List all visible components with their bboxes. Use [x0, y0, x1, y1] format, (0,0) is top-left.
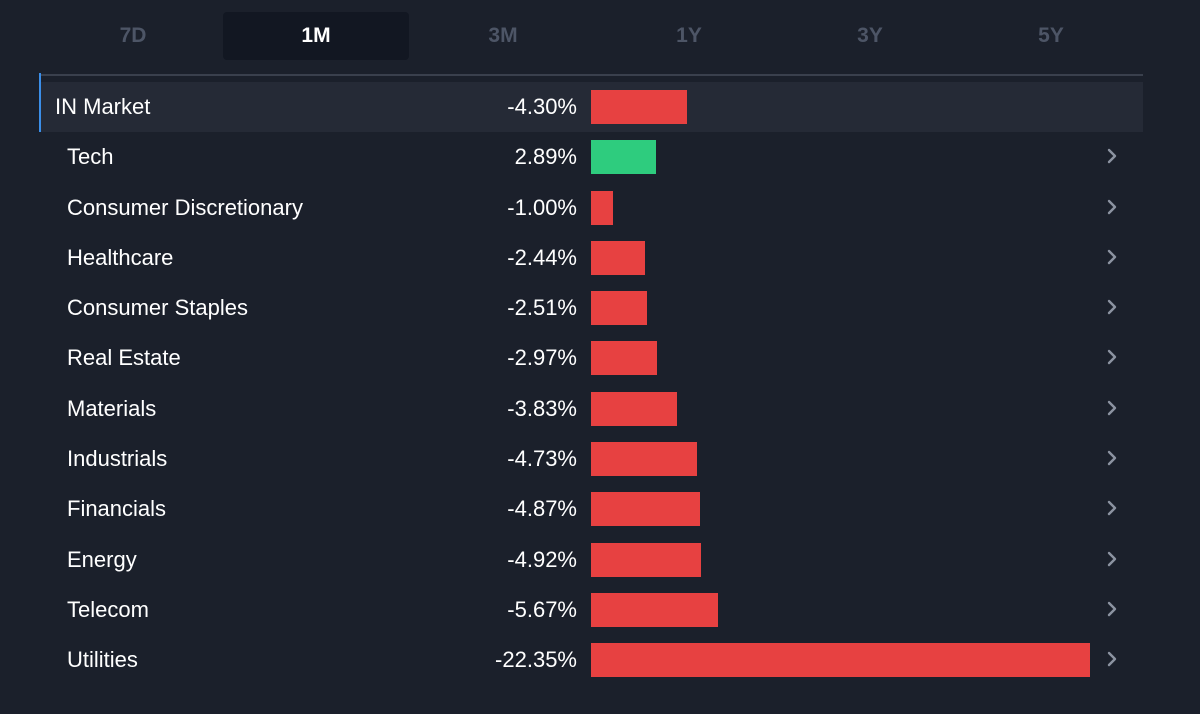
tab-3y[interactable]: 3Y [857, 24, 883, 47]
sector-change-bar [591, 140, 656, 175]
sector-change-value: -4.73% [507, 446, 577, 472]
sector-label: Materials [67, 395, 157, 421]
sector-label: Consumer Discretionary [67, 194, 303, 220]
sector-change-bar [591, 442, 697, 477]
chevron-right-icon[interactable] [1103, 298, 1121, 316]
sector-label: Telecom [67, 596, 149, 622]
sector-change-value: -3.83% [507, 395, 577, 421]
chevron-right-icon[interactable] [1103, 248, 1121, 266]
sector-row-real-estate[interactable]: Real Estate -2.97% [40, 333, 1143, 383]
sector-change-value: -4.87% [507, 496, 577, 522]
sector-label: Financials [67, 496, 167, 522]
tab-3m[interactable]: 3M [488, 24, 518, 47]
table-divider [40, 74, 1143, 76]
market-change-bar [591, 90, 687, 124]
sector-label: Healthcare [67, 244, 174, 270]
sector-row-financials[interactable]: Financials -4.87% [40, 484, 1143, 534]
selected-row-accent [39, 73, 41, 132]
chevron-right-icon[interactable] [1103, 499, 1121, 517]
tab-5y[interactable]: 5Y [1038, 24, 1064, 47]
chevron-right-icon[interactable] [1103, 449, 1121, 467]
sector-change-bar [591, 492, 700, 527]
sector-change-bar [591, 291, 647, 326]
sector-change-bar [591, 190, 613, 225]
sector-label: Utilities [67, 647, 138, 673]
sector-change-value: -5.67% [507, 596, 577, 622]
sector-change-bar [591, 542, 701, 577]
sector-row-materials[interactable]: Materials -3.83% [40, 384, 1143, 434]
chevron-right-icon[interactable] [1103, 198, 1121, 216]
sector-list: IN Market -4.30% Tech 2.89% Consumer Discr… [39, 73, 1143, 686]
chevron-right-icon[interactable] [1103, 399, 1121, 417]
sector-label: Real Estate [67, 345, 181, 371]
market-label: IN Market [55, 94, 151, 119]
sector-change-value: 2.89% [514, 144, 577, 170]
sector-change-value: -22.35% [495, 647, 577, 673]
sector-row-utilities[interactable]: Utilities -22.35% [40, 635, 1143, 685]
sector-row-consumer-staples[interactable]: Consumer Staples -2.51% [40, 283, 1143, 333]
chevron-right-icon[interactable] [1103, 600, 1121, 618]
tab-7d[interactable]: 7D [119, 24, 147, 47]
sector-change-value: -2.51% [507, 295, 577, 321]
sector-change-bar [591, 592, 718, 627]
sector-change-bar [591, 391, 677, 426]
sector-change-bar [591, 341, 657, 376]
timeframe-tabs: 7D 1M 3M 1Y 3Y 5Y [40, 12, 1143, 60]
chevron-right-icon[interactable] [1103, 650, 1121, 668]
tab-1m[interactable]: 1M [223, 12, 409, 60]
sector-change-value: -2.97% [507, 345, 577, 371]
chevron-right-icon[interactable] [1103, 348, 1121, 366]
sector-change-value: -4.92% [507, 546, 577, 572]
sector-row-energy[interactable]: Energy -4.92% [40, 535, 1143, 585]
sector-row-telecom[interactable]: Telecom -5.67% [40, 585, 1143, 635]
sector-change-bar [591, 240, 645, 275]
sector-label: Consumer Staples [67, 295, 248, 321]
sector-change-value: -1.00% [507, 194, 577, 220]
chevron-right-icon[interactable] [1103, 550, 1121, 568]
sector-row-tech[interactable]: Tech 2.89% [40, 132, 1143, 182]
chevron-right-icon[interactable] [1103, 147, 1121, 165]
sector-change-value: -2.44% [507, 244, 577, 270]
sector-row-healthcare[interactable]: Healthcare -2.44% [40, 233, 1143, 283]
market-change-value: -4.30% [507, 94, 577, 119]
tab-1y[interactable]: 1Y [676, 24, 702, 47]
sector-label: Tech [67, 144, 114, 170]
sector-row-consumer-discretionary[interactable]: Consumer Discretionary -1.00% [40, 183, 1143, 233]
market-row: IN Market -4.30% [39, 73, 1143, 133]
sector-change-bar [591, 643, 1090, 678]
sector-label: Energy [67, 546, 137, 572]
sector-label: Industrials [67, 446, 168, 472]
sector-row-industrials[interactable]: Industrials -4.73% [40, 434, 1143, 484]
